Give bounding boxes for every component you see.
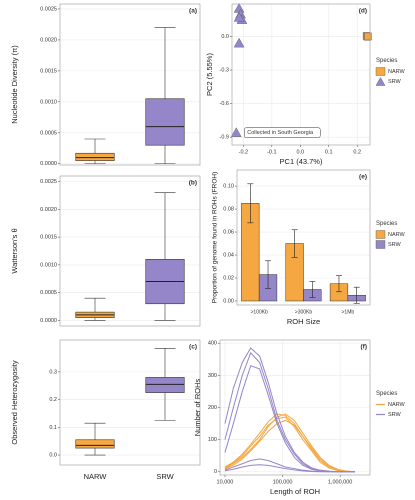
x-axis-label: PC1 (43.7%) bbox=[280, 157, 323, 166]
x-axis-label: ROH Size bbox=[287, 317, 320, 326]
x-tick-label: >100Kb bbox=[250, 309, 268, 315]
box bbox=[75, 439, 115, 449]
panel-border bbox=[59, 3, 201, 166]
y-tick-label: 0.0025 bbox=[40, 6, 57, 12]
line bbox=[224, 416, 355, 473]
y-axis-label: Number of ROHs bbox=[193, 378, 202, 436]
y-tick-label: 0.0015 bbox=[40, 235, 57, 241]
panel-border bbox=[59, 175, 201, 327]
legend-label: NARW bbox=[388, 232, 406, 238]
x-tick-label: -0.1 bbox=[267, 149, 276, 155]
y-tick-label: 0.02 bbox=[223, 275, 234, 281]
y-tick-label: 0.00 bbox=[223, 298, 234, 304]
y-tick-label: 0.0005 bbox=[40, 130, 57, 136]
legend-swatch bbox=[375, 67, 386, 76]
x-tick-label: SRW bbox=[156, 472, 174, 481]
y-tick-label: 400 bbox=[208, 341, 217, 347]
box bbox=[75, 152, 115, 161]
y-tick-label: 0.0025 bbox=[40, 179, 57, 185]
point bbox=[364, 32, 372, 41]
y-tick-label: 0.0 bbox=[221, 34, 229, 40]
y-axis-label: Proportion of genome found in ROHs (FROH… bbox=[212, 172, 219, 304]
y-axis-label: Observed Heterozygosity bbox=[10, 360, 19, 444]
legend-swatch bbox=[375, 240, 386, 249]
y-tick-label: 0.2 bbox=[49, 397, 57, 403]
y-axis-label: Watterson's θ bbox=[10, 228, 19, 273]
panel-label: (f) bbox=[361, 344, 368, 351]
panel-label: (d) bbox=[359, 8, 367, 15]
y-tick-label: 0.06 bbox=[223, 229, 234, 235]
y-tick-label: 0.0 bbox=[49, 452, 57, 458]
x-tick-label: -0.2 bbox=[239, 149, 248, 155]
legend-label: NARW bbox=[388, 69, 406, 75]
panel-border bbox=[59, 339, 201, 466]
y-tick-label: -0.9 bbox=[220, 135, 229, 141]
point bbox=[233, 37, 245, 48]
point bbox=[233, 12, 245, 22]
x-tick-label: >300Kb bbox=[295, 309, 313, 315]
legend-label: SRW bbox=[388, 242, 402, 248]
panel-border bbox=[219, 339, 371, 476]
panel-label: (b) bbox=[189, 180, 197, 187]
x-tick-label: 0.0 bbox=[296, 149, 304, 155]
x-tick-label: >1Mb bbox=[342, 309, 355, 315]
x-tick-label: 10,000 bbox=[217, 479, 234, 485]
y-tick-label: 0.0020 bbox=[40, 207, 57, 213]
y-axis-label: PC2 (5.55%) bbox=[205, 53, 214, 96]
annotation-box bbox=[244, 127, 321, 138]
box bbox=[145, 377, 185, 393]
x-tick-label: 1,000,000 bbox=[328, 479, 352, 485]
panel-border bbox=[236, 169, 371, 306]
legend-label: SRW bbox=[388, 412, 402, 418]
y-tick-label: 0.0000 bbox=[40, 318, 57, 324]
panel-background bbox=[232, 4, 370, 145]
legend-title: Species bbox=[376, 221, 397, 227]
line bbox=[224, 419, 355, 473]
legend-swatch bbox=[375, 77, 386, 86]
legend-title: Species bbox=[376, 391, 397, 397]
y-tick-label: 100 bbox=[208, 437, 217, 443]
x-tick-label: NARW bbox=[84, 472, 108, 481]
panel-border bbox=[231, 3, 371, 146]
panel-label: (a) bbox=[189, 8, 197, 15]
y-tick-label: 0.08 bbox=[223, 207, 234, 213]
x-tick-label: 100,000 bbox=[273, 479, 293, 485]
y-tick-label: 0.0000 bbox=[40, 161, 57, 167]
y-tick-label: 0.0010 bbox=[40, 99, 57, 105]
y-tick-label: 0.0005 bbox=[40, 290, 57, 296]
y-tick-label: -0.6 bbox=[220, 101, 229, 107]
y-tick-label: 0.1 bbox=[49, 425, 57, 431]
y-tick-label: 0.3 bbox=[49, 369, 57, 375]
y-tick-label: 0.0020 bbox=[40, 37, 57, 43]
y-tick-label: 200 bbox=[208, 405, 217, 411]
line bbox=[224, 413, 355, 473]
y-tick-label: 0.04 bbox=[223, 252, 234, 258]
x-tick-label: 0.1 bbox=[325, 149, 333, 155]
line bbox=[224, 464, 355, 473]
panel-label: (e) bbox=[359, 174, 367, 181]
y-tick-label: 0.0010 bbox=[40, 262, 57, 268]
legend-swatch bbox=[375, 230, 386, 239]
y-tick-label: 300 bbox=[208, 373, 217, 379]
y-tick-label: -0.3 bbox=[220, 67, 229, 73]
annotation: Collected in South Georgia bbox=[247, 130, 314, 136]
line bbox=[224, 413, 355, 473]
legend-label: NARW bbox=[388, 402, 406, 408]
y-tick-label: 0.0015 bbox=[40, 68, 57, 74]
y-axis-label: Nucleotide Diversity (π) bbox=[10, 45, 19, 124]
box bbox=[145, 98, 185, 146]
point bbox=[230, 127, 242, 137]
x-tick-label: 0.2 bbox=[353, 149, 361, 155]
panel-label: (c) bbox=[189, 344, 197, 351]
x-axis-label: Length of ROH bbox=[270, 487, 320, 496]
y-tick-label: 0.10 bbox=[223, 184, 234, 190]
y-tick-label: 0 bbox=[214, 469, 217, 475]
legend-title: Species bbox=[376, 58, 397, 64]
legend-label: SRW bbox=[388, 79, 402, 85]
